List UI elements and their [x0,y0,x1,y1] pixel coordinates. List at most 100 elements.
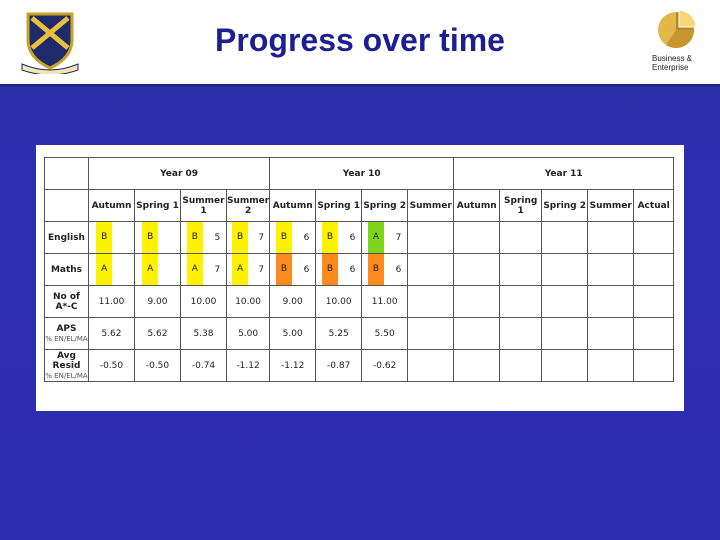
logo-line-1: Business & [652,54,693,63]
page-title: Progress over time [215,22,505,58]
empty-cell [541,253,589,286]
points: 7 [214,264,221,275]
aps-value: 5.25 [315,317,363,350]
empty-cell [633,317,675,350]
empty-cell [633,253,675,286]
aps-value: 5.38 [180,317,227,350]
year-11-header: Year 11 [453,157,675,190]
points: 7 [258,232,265,243]
grade: A [232,254,249,285]
resid-row: Avg Resid% EN/EL/MA -0.50 -0.50 -0.74 -1… [44,349,675,382]
progress-table: Year 09 Year 10 Year 11 Autumn Spring 1 … [44,157,675,382]
grade: B [142,222,159,253]
ac-label-2: A*-C [55,301,78,312]
grade-cell: A [88,253,135,286]
empty-cell [499,253,543,286]
empty-cell [407,349,455,382]
term-header: Spring 2 [541,189,589,222]
grade: B [276,254,292,285]
empty-cell [499,221,543,254]
row-label-maths: Maths [44,253,89,286]
grade: A [368,222,384,253]
school-crest-icon [21,12,79,74]
empty-cell [633,349,675,382]
empty-cell [587,253,635,286]
empty-cell [541,349,589,382]
ac-value: 10.00 [180,285,227,318]
grade-cell: B [88,221,135,254]
grade: A [96,254,113,285]
grade: B [322,222,338,253]
term-header: Summer [587,189,635,222]
empty-cell [587,349,635,382]
points: 7 [395,232,402,243]
ac-value: 10.00 [315,285,363,318]
aps-row: APS% EN/EL/MA 5.62 5.62 5.38 5.00 5.00 5… [44,317,675,350]
empty-cell [541,317,589,350]
term-header: Spring 2 [361,189,409,222]
grade: A [142,254,159,285]
term-header: Summer [407,189,455,222]
grade: B [232,222,249,253]
resid-label: Avg Resid [52,350,81,371]
grade: A [186,254,203,285]
aps-sublabel: % EN/EL/MA [45,334,88,343]
term-header-row: Autumn Spring 1 Summer 1 Summer 2 Autumn… [44,189,675,222]
empty-cell [633,285,675,318]
corner-cell [44,157,89,190]
pie-logo-icon [658,9,697,49]
grade: B [322,254,338,285]
empty-cell [453,349,501,382]
points: 6 [349,232,356,243]
ac-value: 9.00 [134,285,181,318]
header: Progress over time Business & Enterprise [0,0,720,86]
grade: B [96,222,113,253]
row-label-aps: APS% EN/EL/MA [44,317,89,350]
empty-cell [453,317,501,350]
aps-value: 5.00 [269,317,317,350]
points: 6 [303,264,310,275]
year-09-header: Year 09 [87,157,271,190]
resid-sublabel: % EN/EL/MA [45,371,88,380]
row-label-english: English [44,221,89,254]
term-header: Summer 1 [180,189,227,222]
points: 6 [349,264,356,275]
grade-cell: A [134,253,181,286]
grade: B [276,222,292,253]
ac-label-1: No of [53,291,80,302]
corner-cell [44,189,89,222]
aps-value: 5.50 [361,317,409,350]
logo-line-2: Enterprise [652,63,689,72]
business-enterprise-logo: Business & Enterprise [648,8,708,76]
term-header: Spring 1 [499,189,543,222]
empty-cell [541,221,589,254]
resid-value: -0.87 [315,349,363,382]
grade: B [368,254,384,285]
empty-cell [407,317,455,350]
row-label-resid: Avg Resid% EN/EL/MA [44,349,89,382]
resid-value: -0.50 [88,349,135,382]
term-header: Summer 2 [225,189,271,222]
term-header: Autumn [88,189,135,222]
aps-value: 5.00 [225,317,271,350]
year-10-header: Year 10 [269,157,455,190]
ac-value: 9.00 [269,285,317,318]
resid-value: -1.12 [225,349,271,382]
empty-cell [453,221,501,254]
progress-table-panel: Year 09 Year 10 Year 11 Autumn Spring 1 … [36,145,684,411]
ac-row: No of A*-C 11.00 9.00 10.00 10.00 9.00 10… [44,285,675,318]
resid-value: -1.12 [269,349,317,382]
term-header: Autumn [269,189,317,222]
row-label-ac: No of A*-C [44,285,89,318]
empty-cell [587,221,635,254]
grade-cell: B [134,221,181,254]
